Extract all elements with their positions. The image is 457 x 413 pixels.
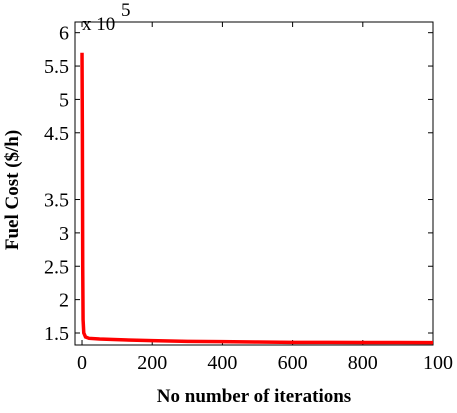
y-tick-label: 2.5 xyxy=(44,256,69,278)
y-tick-label: 5.5 xyxy=(44,56,69,78)
x-tick-label: 800 xyxy=(348,352,378,374)
plot-area xyxy=(74,21,434,346)
y-axis-label: Fuel Cost ($/h) xyxy=(2,130,23,250)
x-axis-label: No number of iterations xyxy=(157,386,351,407)
x-tick-label: 400 xyxy=(207,352,237,374)
x-tick-label: 600 xyxy=(278,352,308,374)
y-tick-label: 6 xyxy=(59,23,69,45)
y-tick-label: 4.5 xyxy=(44,123,69,145)
y-multiplier: x 10 xyxy=(82,14,115,35)
y-tick-label: 3 xyxy=(59,223,69,245)
x-tick-label: 200 xyxy=(137,352,167,374)
y-tick-label: 5 xyxy=(59,89,69,111)
y-tick-label: 1.5 xyxy=(44,323,69,345)
y-tick-label: 2 xyxy=(59,290,69,312)
line xyxy=(80,52,434,345)
y-exponent: 5 xyxy=(121,0,131,21)
y-tick-label: 3.5 xyxy=(44,190,69,212)
x-tick-label: 0 xyxy=(77,352,87,374)
x-tick-label: 100 xyxy=(423,352,453,374)
